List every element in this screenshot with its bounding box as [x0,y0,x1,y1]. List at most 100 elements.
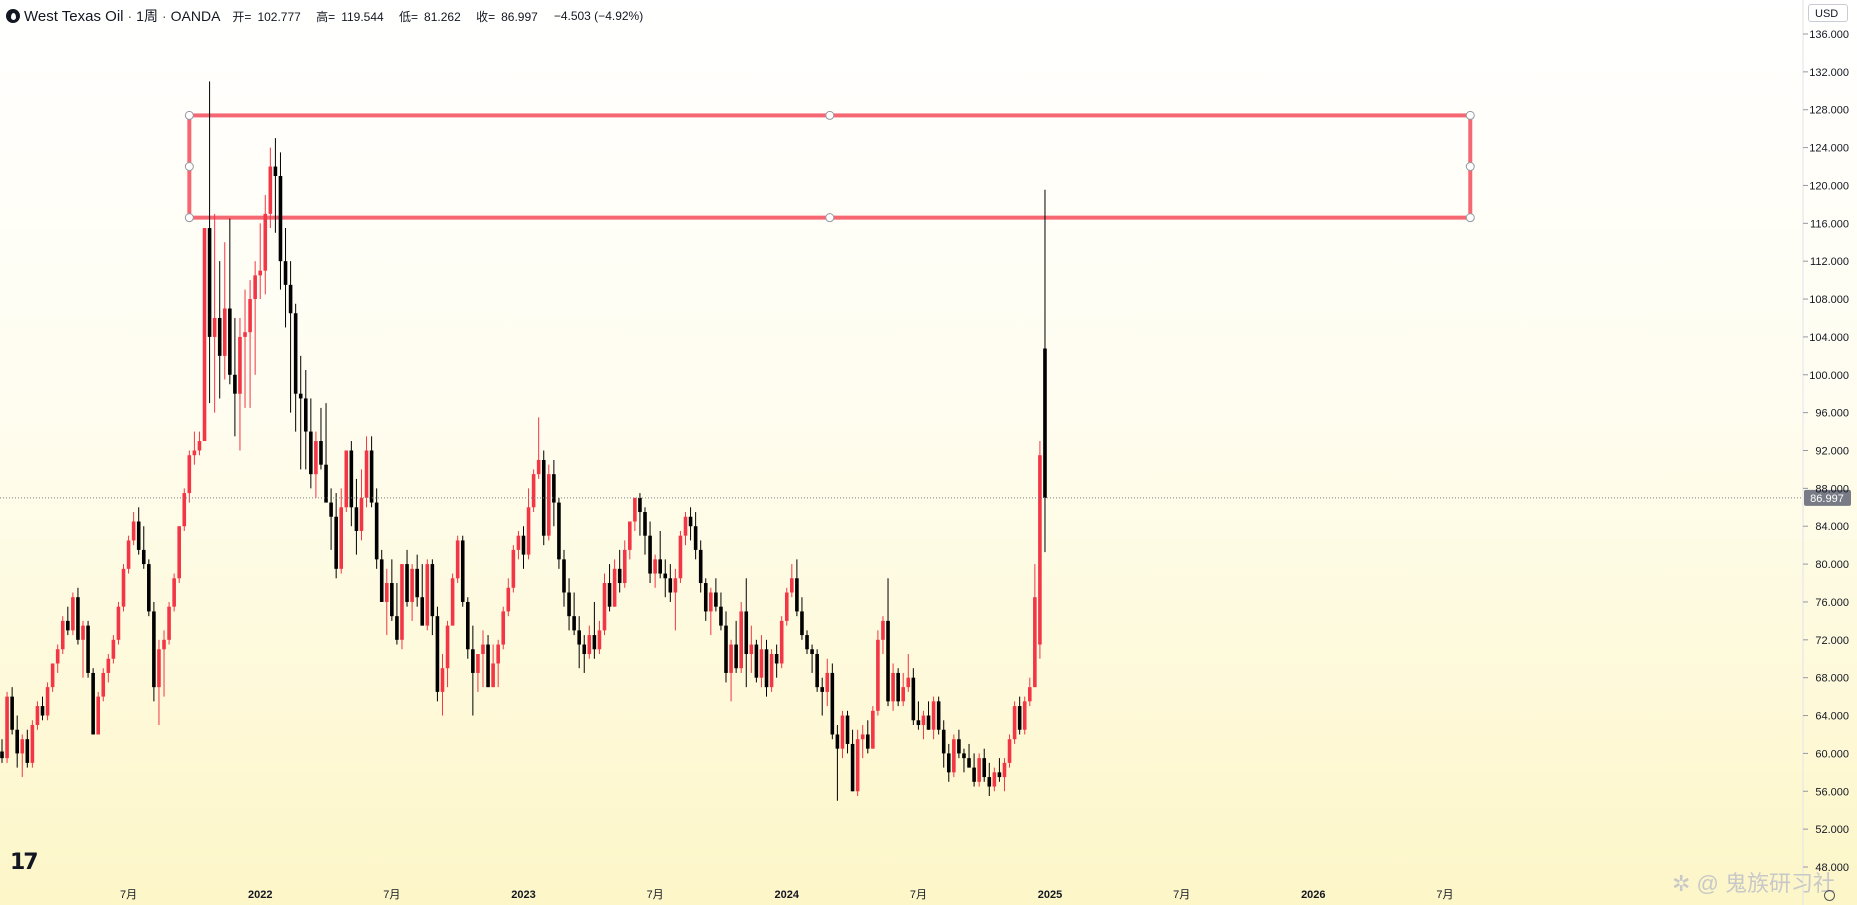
candle [324,403,328,503]
candle [344,450,349,513]
candle [658,530,662,579]
candle [597,620,602,655]
candle [931,696,936,740]
candle [962,748,966,773]
y-tick-label: 48.000 [1815,862,1849,874]
zone-handle[interactable] [825,110,835,120]
candle [911,668,916,726]
candle [450,573,455,626]
separator: · [161,8,167,24]
tradingview-logo[interactable]: 17 [10,850,39,875]
candle [293,303,298,432]
candle [390,559,394,621]
candle [638,493,642,536]
last-price-label: 86.997 [1810,493,1844,505]
time-axis[interactable]: 7月 2022 7月 2023 7月 2024 7月 2025 7月 2026 7月 [120,889,1454,901]
x-tick-label: 2024 [775,889,800,901]
x-tick-label: 2026 [1301,889,1325,901]
y-tick-label: 52.000 [1815,824,1849,836]
ohlc-values: 开= 102.777 高= 119.544 低= 81.262 收= 86.997 [232,8,549,25]
zone-handle[interactable] [1465,213,1475,223]
y-tick-label: 100.000 [1809,370,1849,382]
y-tick-label: 84.000 [1815,521,1849,533]
candle [516,530,521,560]
candle [309,398,313,489]
candle [572,592,576,636]
zone-handle[interactable] [184,213,194,223]
candle [420,564,425,626]
candle [400,564,404,650]
y-tick-label: 124.000 [1809,143,1849,155]
zone-handle[interactable] [1465,162,1475,172]
candle [567,578,571,631]
y-tick-label: 80.000 [1815,559,1849,571]
y-tick-label: 116.000 [1810,218,1849,230]
candle [303,370,308,470]
x-tick-label: 7月 [647,889,664,901]
candle [744,578,749,688]
candle [55,644,60,673]
candle [835,725,840,801]
zone-handle[interactable] [825,213,835,223]
price-axis[interactable]: 136.000 132.000 128.000 124.000 120.000 116.0… [1803,29,1849,874]
candle [131,512,136,546]
symbol-name[interactable]: West Texas Oil [24,7,124,25]
candle [952,734,956,778]
candle [258,223,263,300]
resistance-zone-layer[interactable] [184,110,1475,223]
zone-handle[interactable] [184,162,194,172]
candle [425,559,430,631]
candle [653,554,657,588]
x-tick-label: 7月 [1436,889,1453,901]
currency-selector[interactable]: USD [1808,4,1848,22]
candle [805,630,809,655]
candle [511,545,516,593]
candle [800,597,804,640]
candle [709,587,713,636]
candle [253,261,257,375]
zone-handle[interactable] [1465,110,1475,120]
candle [719,592,723,631]
y-tick-label: 92.000 [1815,446,1849,458]
candle [96,691,100,735]
candle [1002,758,1007,792]
zone-handle[interactable] [184,110,194,120]
y-tick-label: 108.000 [1809,294,1849,306]
candle [992,767,997,792]
settings-icon[interactable] [1824,890,1835,901]
y-tick-label: 72.000 [1815,635,1849,647]
high-value: 高= 119.544 [316,9,384,24]
open-value: 开= 102.777 [232,9,301,24]
source-label: OANDA [170,8,221,24]
candle [197,431,202,456]
candle [1007,734,1012,768]
candle [136,507,141,555]
candle [496,639,500,688]
candle [207,81,212,404]
candle [668,564,673,602]
candle [784,587,789,626]
candle [734,620,738,673]
candle [896,668,900,707]
candle [587,625,592,659]
candle [1017,696,1022,735]
y-tick-label: 128.000 [1809,105,1849,117]
candle [714,578,718,612]
candle [957,729,961,759]
candle [40,696,45,721]
candle [233,317,237,437]
candle [172,573,176,612]
interval-label[interactable]: 1周 [136,8,158,24]
candle [116,601,121,645]
candle [369,436,374,508]
candle [50,663,55,692]
candle [779,616,784,669]
candle [440,654,445,716]
candle [577,616,581,669]
y-tick-label: 120.000 [1809,180,1849,192]
candle [273,138,278,233]
resistance-zone-rect[interactable] [187,113,1473,220]
candle [20,734,25,778]
candle [612,559,617,607]
